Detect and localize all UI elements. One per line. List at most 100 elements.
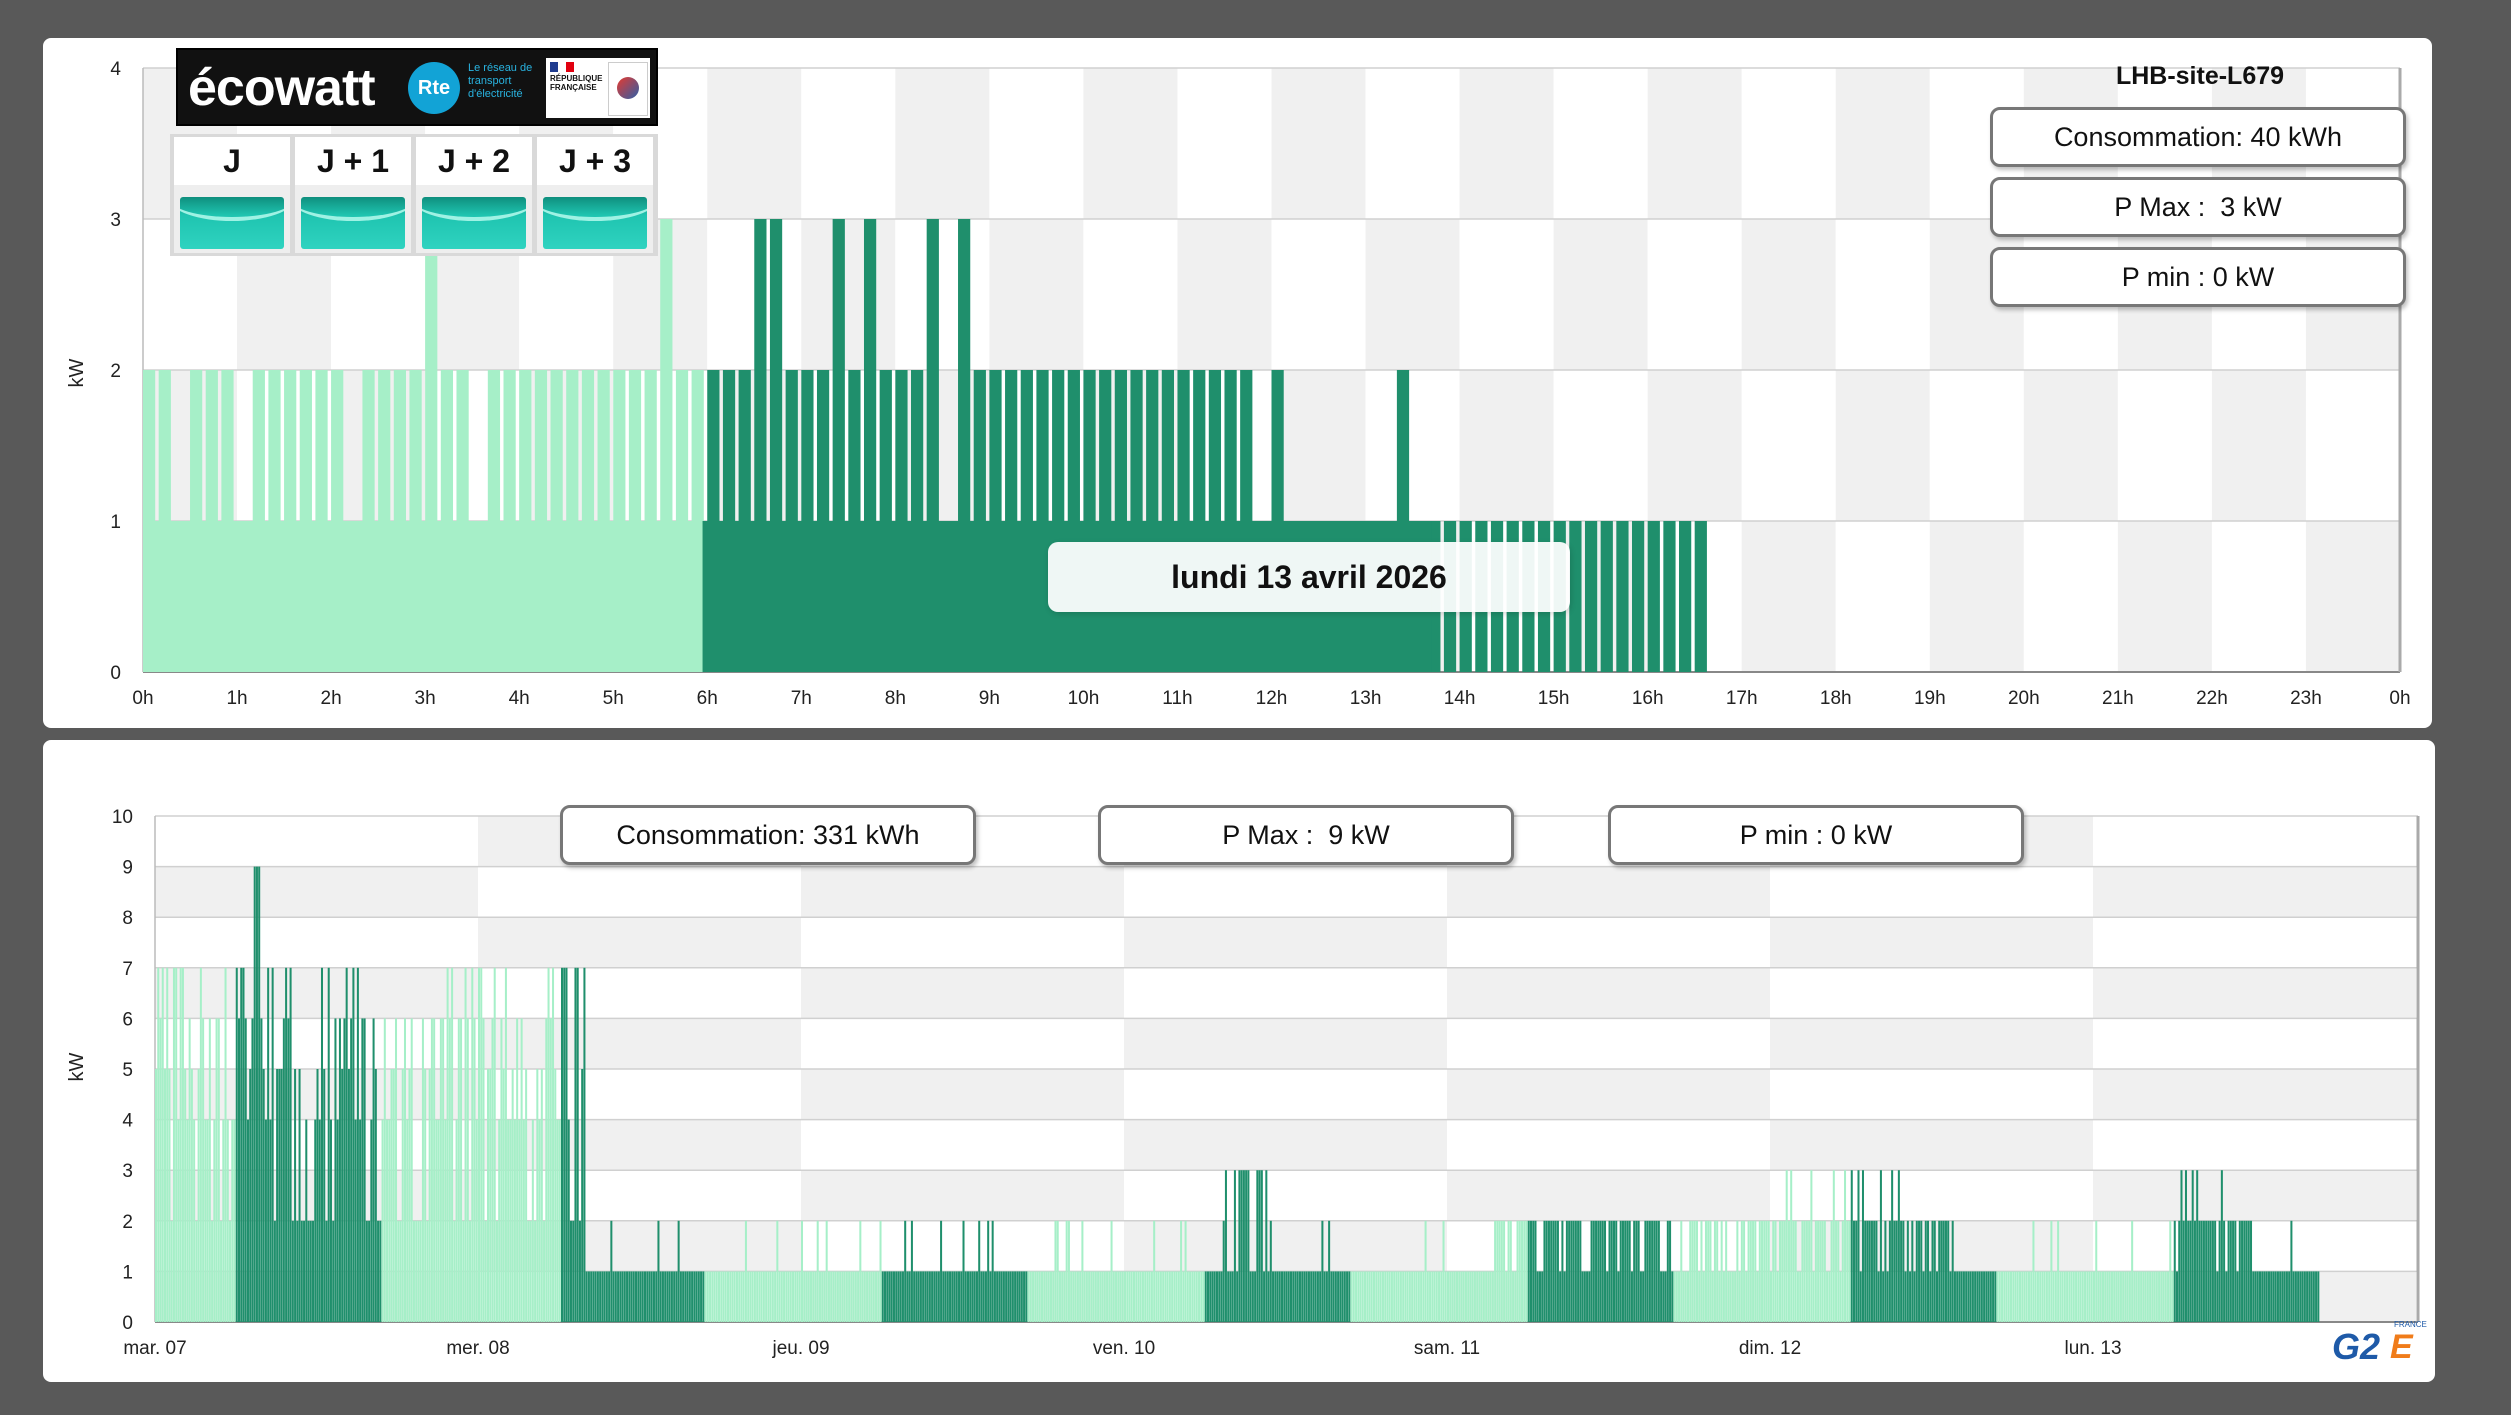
grid-band: [1835, 68, 1930, 219]
data-bar: [563, 967, 566, 1322]
data-bar: [1014, 1271, 1017, 1322]
data-bar: [904, 1220, 907, 1322]
data-bar: [1736, 1220, 1739, 1322]
data-bar: [1070, 1271, 1073, 1322]
data-bar: [1837, 1220, 1840, 1322]
y-tick-label: 3: [122, 1161, 133, 1182]
data-bar: [1016, 1271, 1019, 1322]
data-bar: [1312, 1271, 1315, 1322]
data-bar: [1944, 1220, 1947, 1322]
data-bar: [1314, 1271, 1317, 1322]
data-bar: [2155, 1271, 2158, 1322]
data-bar: [489, 1069, 492, 1322]
data-bar: [1525, 1220, 1528, 1322]
data-bar: [1236, 1271, 1239, 1322]
grid-band: [707, 68, 802, 219]
data-bar: [1404, 1271, 1407, 1322]
data-bar: [280, 1069, 283, 1322]
data-bar: [626, 1271, 629, 1322]
grid-band: [478, 1018, 801, 1069]
ecowatt-logo: écowatt: [188, 59, 376, 117]
data-bar: [827, 1271, 830, 1322]
data-bar: [2081, 1271, 2084, 1322]
data-bar: [1832, 1170, 1835, 1322]
data-bar: [643, 1271, 647, 1322]
data-bar: [1783, 1220, 1786, 1322]
data-bar: [2140, 1271, 2143, 1322]
x-tick-label: 5h: [603, 688, 624, 709]
data-bar: [1229, 1271, 1232, 1322]
data-bar: [1408, 1271, 1411, 1322]
data-bar: [392, 1069, 395, 1322]
grid-band: [1835, 521, 1930, 672]
data-bar: [2048, 1271, 2051, 1322]
data-bar: [1503, 1220, 1506, 1322]
data-bar: [1231, 1271, 1234, 1322]
x-tick-label: 14h: [1444, 688, 1476, 709]
data-bar: [1700, 1220, 1703, 1322]
data-bar: [2290, 1220, 2293, 1322]
data-bar: [726, 1271, 729, 1322]
data-bar: [1621, 1220, 1624, 1322]
data-bar: [522, 1119, 525, 1322]
data-bar: [1500, 1220, 1503, 1322]
y-tick-label: 5: [122, 1060, 133, 1081]
data-bar: [1215, 1271, 1218, 1322]
data-bar: [1882, 1271, 1885, 1322]
data-bar: [399, 1220, 402, 1322]
data-bar: [473, 1018, 476, 1322]
data-bar: [1388, 1271, 1391, 1322]
data-bar: [478, 967, 481, 1322]
data-bar: [1514, 1271, 1517, 1322]
data-bar: [2205, 1220, 2208, 1322]
grid-band: [1553, 370, 1648, 521]
data-bar: [1067, 1220, 1070, 1322]
data-bar: [469, 1220, 472, 1322]
g2e-logo: G2 E FRANCE: [2332, 1320, 2427, 1367]
data-bar: [2054, 1271, 2057, 1322]
data-bar: [1808, 1220, 1811, 1322]
data-bar: [1678, 1271, 1681, 1322]
x-tick-label: 1h: [226, 688, 247, 709]
data-bar: [1303, 1271, 1306, 1322]
data-bar: [2142, 1271, 2145, 1322]
ecowatt-banner: écowatt Rte Le réseau de transport d'éle…: [176, 48, 658, 126]
data-bar: [706, 1271, 709, 1322]
data-bar: [365, 1220, 368, 1322]
data-bar: [471, 967, 474, 1322]
ecowatt-day-j: J: [174, 137, 290, 253]
data-bar: [2016, 1271, 2019, 1322]
data-bar: [1108, 1271, 1111, 1322]
x-tick-label: 0h: [2389, 688, 2410, 709]
data-bar: [1343, 1271, 1346, 1322]
data-bar: [1992, 1271, 1995, 1322]
data-bar: [2113, 1271, 2116, 1322]
y-tick-label: 2: [122, 1212, 133, 1233]
data-bar: [419, 1220, 422, 1322]
data-bar: [1438, 1271, 1441, 1322]
data-bar: [760, 1271, 763, 1322]
data-bar: [2119, 1271, 2122, 1322]
data-bar: [1339, 1271, 1342, 1322]
grid-band: [2093, 967, 2416, 1019]
data-bar: [2063, 1271, 2066, 1322]
data-bar: [1673, 1271, 1676, 1322]
grid-band: [1124, 917, 1447, 968]
data-bar: [2041, 1271, 2044, 1322]
data-bar: [1770, 1271, 1773, 1322]
data-bar: [455, 1119, 458, 1322]
grid-band: [2211, 370, 2306, 521]
data-bar: [1870, 1220, 1873, 1322]
data-bar: [762, 1271, 765, 1322]
data-bar: [325, 1220, 328, 1322]
data-bar: [2117, 1271, 2120, 1322]
data-bar: [278, 1069, 281, 1322]
y-tick-label: 7: [122, 959, 133, 980]
data-bar: [780, 1271, 783, 1322]
data-bar: [843, 1271, 846, 1322]
grid-band: [1835, 370, 1930, 521]
data-bar: [868, 1271, 871, 1322]
data-bar: [1687, 1271, 1690, 1322]
data-bar: [1888, 1220, 1891, 1322]
data-bar: [1379, 1271, 1382, 1322]
